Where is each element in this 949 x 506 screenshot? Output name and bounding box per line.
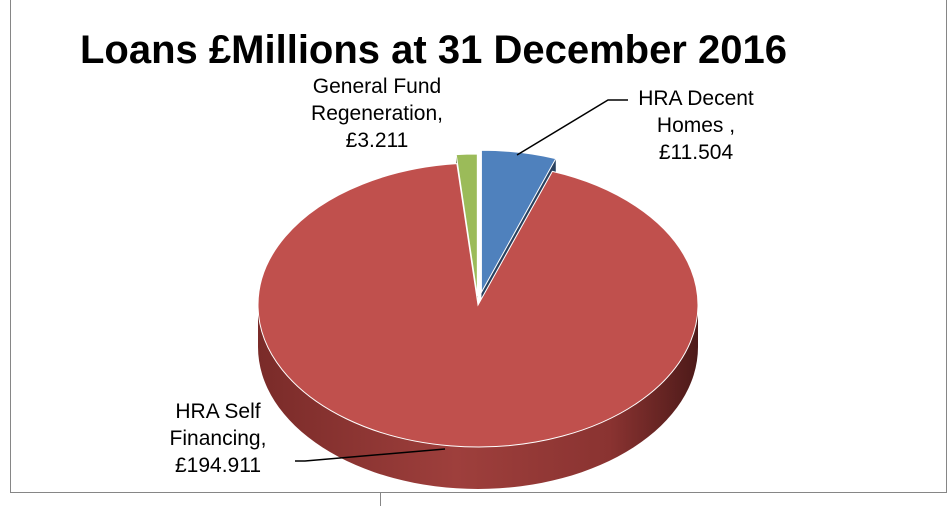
leader-line-hra-decent-homes bbox=[516, 99, 628, 156]
label-line: £11.504 bbox=[658, 141, 734, 164]
label-line: HRA Decent bbox=[638, 87, 754, 110]
frame-tick bbox=[380, 493, 381, 506]
label-line: £194.911 bbox=[174, 454, 262, 477]
leader-line-hra-self-financing bbox=[295, 448, 446, 462]
label-line: Homes , bbox=[656, 114, 736, 137]
chart-title: Loans £Millions at 31 December 2016 bbox=[80, 28, 787, 72]
pie-slice-hra-self-financing bbox=[257, 163, 699, 448]
pie-slice-general-fund-regeneration bbox=[455, 153, 478, 297]
label-line: HRA Self bbox=[175, 400, 261, 423]
slice-label-general-fund-regeneration: General Fund Regeneration, £3.211 bbox=[282, 73, 472, 154]
slice-label-hra-decent-homes: HRA Decent Homes , £11.504 bbox=[622, 85, 770, 166]
label-line: £3.211 bbox=[345, 129, 409, 152]
pie-slice-hra-decent-homes bbox=[480, 149, 557, 295]
pie-side-hra-self-financing bbox=[258, 305, 698, 489]
label-line: General Fund bbox=[312, 75, 442, 98]
label-line: Regeneration, bbox=[311, 102, 443, 125]
slice-label-hra-self-financing: HRA Self Financing, £194.911 bbox=[148, 398, 288, 479]
label-line: Financing, bbox=[169, 427, 267, 450]
